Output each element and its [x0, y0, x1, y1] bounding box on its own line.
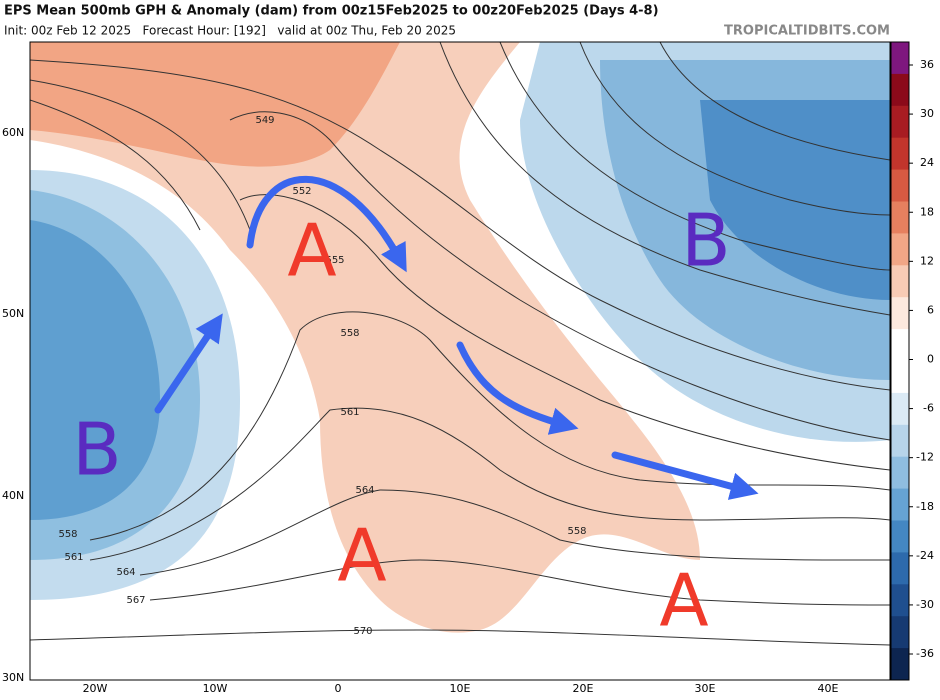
title: EPS Mean 500mb GPH & Anomaly (dam) from …	[4, 4, 659, 19]
colorbar-segment	[891, 520, 909, 553]
longitude-label: 30E	[695, 682, 716, 695]
colorbar-segment	[891, 201, 909, 234]
longitude-label: 40E	[818, 682, 839, 695]
latitude-label: 60N	[2, 126, 24, 139]
contour-label: 561	[340, 407, 359, 418]
colorbar-label: 12	[920, 254, 934, 267]
colorbar-segment	[891, 552, 909, 585]
colorbar-segment	[891, 392, 909, 426]
longitude-label: 10E	[450, 682, 471, 695]
map	[30, 42, 890, 680]
colorbar-segment	[891, 456, 909, 490]
annotation-letter: A	[287, 209, 336, 293]
colorbar-label: 6	[927, 303, 934, 316]
annotation-letter: A	[337, 514, 386, 598]
colorbar-label: -24	[916, 549, 934, 562]
colorbar-segment	[891, 616, 909, 649]
colorbar-segment	[891, 361, 909, 394]
colorbar-segment	[891, 329, 909, 362]
longitude-label: 10W	[203, 682, 228, 695]
contour-label: 567	[126, 595, 145, 606]
latitude-label: 30N	[2, 671, 24, 684]
contour-label: 564	[116, 567, 135, 578]
longitude-label: 20E	[573, 682, 594, 695]
colorbar-frame	[890, 41, 910, 681]
colorbar-label: -30	[916, 598, 934, 611]
colorbar-segment	[891, 105, 909, 139]
annotation-letter: B	[72, 408, 121, 492]
colorbar-label: 18	[920, 205, 934, 218]
colorbar-segment	[891, 265, 909, 298]
contour-label: 564	[355, 485, 374, 496]
colorbar-label: -18	[916, 500, 934, 513]
colorbar-label: 0	[927, 353, 934, 366]
colorbar-segment	[891, 648, 909, 681]
contour-label: 552	[292, 186, 311, 197]
latitude-label: 50N	[2, 307, 24, 320]
colorbar-label: 30	[920, 107, 934, 120]
contour-label: 555	[325, 255, 344, 266]
annotation-letter: A	[659, 559, 708, 643]
contour-label: 570	[353, 626, 372, 637]
colorbar-segment	[891, 233, 909, 266]
contour-label: 558	[567, 526, 586, 537]
annotation-letter: B	[681, 199, 730, 283]
colorbar-label: -12	[916, 451, 934, 464]
colorbar-segment	[891, 169, 909, 202]
colorbar-segment	[891, 137, 909, 171]
contour-label: 561	[64, 552, 83, 563]
colorbar-label: -6	[923, 402, 934, 415]
contour-label: 549	[255, 115, 274, 126]
colorbar: 36 30 24 18 12 6 0 -6 -12 -18 -24 -30 -36	[890, 41, 934, 681]
colorbar-segment	[891, 488, 909, 521]
colorbar-label: -36	[916, 647, 934, 660]
latitude-label: 40N	[2, 489, 24, 502]
colorbar-segment	[891, 584, 909, 617]
colorbar-segment	[891, 42, 909, 75]
colorbar-segment	[891, 73, 909, 107]
contour-label: 558	[58, 529, 77, 540]
colorbar-label: 24	[920, 156, 934, 169]
source: TROPICALTIDBITS.COM	[724, 24, 890, 39]
longitude-label: 0	[335, 682, 342, 695]
longitude-label: 20W	[83, 682, 108, 695]
colorbar-segment	[891, 297, 909, 330]
subtitle: Init: 00z Feb 12 2025 Forecast Hour: [19…	[4, 24, 456, 38]
contour-label: 558	[340, 328, 359, 339]
colorbar-label: 36	[920, 58, 934, 71]
colorbar-segment	[891, 424, 909, 458]
